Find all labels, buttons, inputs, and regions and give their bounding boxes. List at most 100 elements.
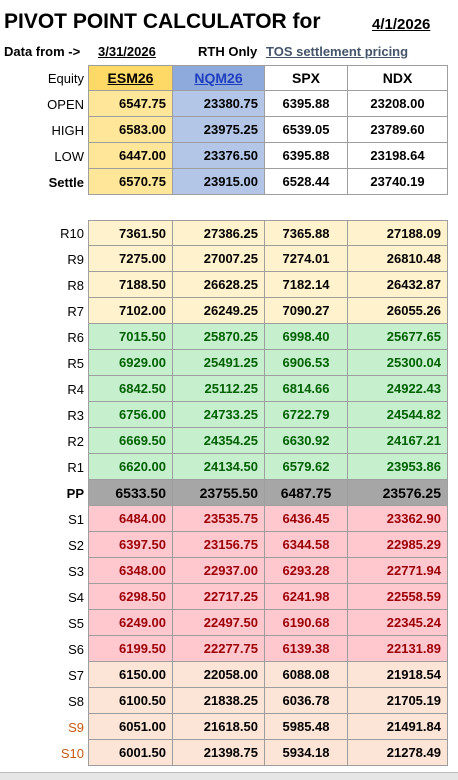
row-label: S2 (68, 537, 84, 553)
info-session: RTH Only (198, 44, 258, 59)
value-cell: 26249.25 (173, 298, 265, 324)
value-cell: 6722.79 (265, 402, 348, 428)
value-cell: 23740.19 (348, 169, 448, 195)
value-cell: 21491.84 (348, 714, 448, 740)
value-cell: 23975.25 (173, 117, 265, 143)
title: PIVOT POINT CALCULATOR for (4, 10, 321, 33)
value-cell: 21398.75 (173, 740, 265, 766)
row-label: R4 (67, 381, 84, 397)
value-cell: 6756.00 (88, 402, 173, 428)
value-cell: 6528.44 (265, 169, 348, 195)
value-cell: 22771.94 (348, 558, 448, 584)
value-cell: 25112.25 (173, 376, 265, 402)
info-source: TOS settlement pricing (266, 44, 409, 59)
info-date: 3/31/2026 (98, 44, 156, 59)
row-label: R8 (67, 277, 84, 293)
row-label: R5 (67, 355, 84, 371)
row-label: OPEN (47, 96, 84, 112)
value-cell: 24167.21 (348, 428, 448, 454)
value-cell: 6241.98 (265, 584, 348, 610)
value-cell: 6929.00 (88, 350, 173, 376)
value-cell: 24134.50 (173, 454, 265, 480)
row-label: S4 (68, 589, 84, 605)
value-cell: 6487.75 (265, 480, 348, 506)
value-cell: 6051.00 (88, 714, 173, 740)
value-cell: 22717.25 (173, 584, 265, 610)
value-cell: 6293.28 (265, 558, 348, 584)
value-cell: 7015.50 (88, 324, 173, 350)
row-label: R7 (67, 303, 84, 319)
value-cell: 22497.50 (173, 610, 265, 636)
row-label: S1 (68, 511, 84, 527)
value-cell: 7274.01 (265, 246, 348, 272)
value-cell: 6533.50 (88, 480, 173, 506)
value-cell: 24544.82 (348, 402, 448, 428)
value-cell: 6088.08 (265, 662, 348, 688)
value-cell: 27188.09 (348, 220, 448, 246)
value-cell: 21705.19 (348, 688, 448, 714)
value-cell: 23915.00 (173, 169, 265, 195)
value-cell: 6484.00 (88, 506, 173, 532)
row-label: R10 (60, 225, 84, 241)
value-cell: 25870.25 (173, 324, 265, 350)
column-header: Equity (47, 70, 84, 86)
row-label: R1 (67, 459, 84, 475)
info-label: Data from -> (4, 44, 81, 59)
value-cell: 7188.50 (88, 272, 173, 298)
value-cell: 22058.00 (173, 662, 265, 688)
value-cell: 22985.29 (348, 532, 448, 558)
value-cell: 6436.45 (265, 506, 348, 532)
row-label: R9 (67, 251, 84, 267)
value-cell: 22937.00 (173, 558, 265, 584)
value-cell: 25677.65 (348, 324, 448, 350)
value-cell: 5985.48 (265, 714, 348, 740)
value-cell: 27386.25 (173, 220, 265, 246)
value-cell: 6395.88 (265, 91, 348, 117)
value-cell: 5934.18 (265, 740, 348, 766)
row-label: R3 (67, 407, 84, 423)
value-cell: 6447.00 (88, 143, 173, 169)
value-cell: 6150.00 (88, 662, 173, 688)
row-label: PP (66, 485, 84, 501)
value-cell: 6906.53 (265, 350, 348, 376)
value-cell: 23208.00 (348, 91, 448, 117)
value-cell: 6344.58 (265, 532, 348, 558)
value-cell: 23576.25 (348, 480, 448, 506)
row-label: S5 (68, 615, 84, 631)
row-label: S9 (68, 719, 84, 735)
row-label: Settle (48, 174, 84, 190)
value-cell: 6100.50 (88, 688, 173, 714)
value-cell: 7102.00 (88, 298, 173, 324)
value-cell: 27007.25 (173, 246, 265, 272)
value-cell: 23755.50 (173, 480, 265, 506)
value-cell: 26432.87 (348, 272, 448, 298)
value-cell: 6298.50 (88, 584, 173, 610)
value-cell: 26055.26 (348, 298, 448, 324)
value-cell: 6190.68 (265, 610, 348, 636)
column-header: ESM26 (88, 65, 173, 91)
row-label: LOW (54, 148, 84, 164)
value-cell: 24922.43 (348, 376, 448, 402)
row-label: S8 (68, 693, 84, 709)
value-cell: 6998.40 (265, 324, 348, 350)
value-cell: 25491.25 (173, 350, 265, 376)
value-cell: 6579.62 (265, 454, 348, 480)
value-cell: 6583.00 (88, 117, 173, 143)
value-cell: 25300.04 (348, 350, 448, 376)
value-cell: 21618.50 (173, 714, 265, 740)
value-cell: 6001.50 (88, 740, 173, 766)
value-cell: 24354.25 (173, 428, 265, 454)
value-cell: 26628.25 (173, 272, 265, 298)
value-cell: 6036.78 (265, 688, 348, 714)
column-header: NDX (348, 65, 448, 91)
row-label: R2 (67, 433, 84, 449)
value-cell: 23953.86 (348, 454, 448, 480)
value-cell: 6630.92 (265, 428, 348, 454)
value-cell: 22131.89 (348, 636, 448, 662)
value-cell: 24733.25 (173, 402, 265, 428)
value-cell: 7182.14 (265, 272, 348, 298)
row-label: S7 (68, 667, 84, 683)
value-cell: 6842.50 (88, 376, 173, 402)
value-cell: 23198.64 (348, 143, 448, 169)
